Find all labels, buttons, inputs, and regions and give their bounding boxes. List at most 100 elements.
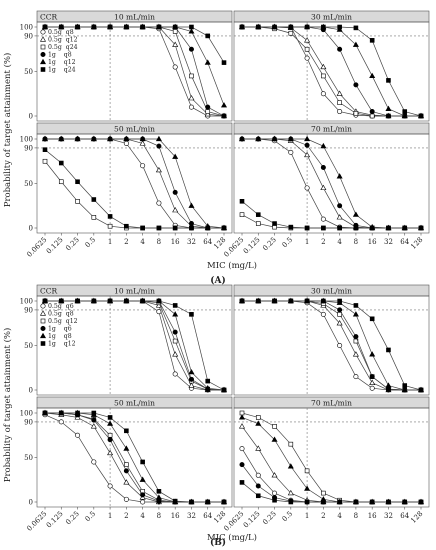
data-point	[321, 298, 326, 304]
data-point	[123, 140, 129, 146]
data-point	[107, 24, 113, 30]
series-line	[241, 412, 421, 503]
data-point	[205, 104, 211, 110]
x-axis-title-panel-a: MIC (mg/L)	[207, 260, 257, 271]
data-point	[172, 329, 178, 335]
plot-frame	[36, 133, 233, 234]
series-line	[45, 26, 225, 63]
y-tick-label: 0	[29, 113, 33, 121]
data-point	[239, 462, 245, 468]
data-point	[91, 24, 97, 30]
data-point	[288, 441, 294, 447]
x-tick-label: 32	[187, 238, 196, 246]
data-point	[239, 480, 245, 485]
data-point	[221, 225, 227, 231]
data-point	[369, 374, 375, 380]
data-point	[172, 41, 179, 47]
legend-marker	[40, 303, 46, 309]
series-line	[45, 300, 225, 391]
data-point	[172, 338, 178, 344]
data-point	[337, 499, 342, 505]
data-point	[239, 199, 245, 204]
series-line	[45, 138, 224, 229]
data-point	[353, 225, 359, 231]
data-point	[304, 24, 310, 30]
data-point	[418, 113, 424, 119]
data-point	[304, 135, 311, 142]
series-line	[45, 138, 225, 229]
data-point	[401, 386, 408, 393]
data-point	[75, 298, 80, 304]
data-point	[58, 179, 64, 185]
data-point	[386, 78, 391, 83]
data-point	[353, 303, 359, 308]
data-point	[189, 24, 194, 30]
x-tick-label: 64	[400, 512, 409, 520]
data-point	[304, 185, 310, 191]
plot-frame	[233, 133, 430, 234]
data-point	[304, 46, 310, 52]
legend-label: 1g q6	[48, 326, 72, 333]
data-point	[337, 203, 343, 209]
panel-label: (B)	[210, 537, 226, 548]
data-point	[156, 200, 162, 206]
data-point	[418, 225, 424, 231]
y-tick-label: 50	[24, 68, 33, 76]
plot-frame	[233, 407, 430, 508]
data-point	[320, 184, 327, 191]
series-line	[44, 161, 224, 229]
data-point	[337, 100, 342, 105]
data-point	[336, 173, 343, 179]
legend-marker	[39, 58, 47, 65]
x-tick-label: 4	[337, 238, 342, 246]
data-point	[172, 351, 179, 357]
data-point	[156, 298, 162, 304]
data-point	[337, 312, 342, 317]
data-point	[385, 382, 392, 388]
legend-marker	[40, 325, 46, 331]
legend-label: 0.5g q8	[48, 29, 74, 36]
data-point	[140, 163, 146, 169]
data-point	[140, 24, 145, 30]
data-point	[369, 72, 376, 79]
data-point	[189, 312, 194, 317]
data-point	[91, 215, 97, 220]
data-point	[107, 135, 114, 142]
data-point	[353, 334, 359, 340]
data-point	[58, 160, 64, 166]
x-tick-label: 64	[203, 512, 212, 520]
data-point	[140, 225, 145, 231]
data-point	[172, 303, 178, 308]
data-point	[369, 38, 375, 43]
data-point	[369, 351, 376, 357]
x-tick-label: 32	[384, 512, 393, 520]
x-tick-label: 2	[321, 512, 325, 520]
data-point	[255, 445, 262, 451]
x-tick-label: 1	[108, 512, 112, 520]
x-tick-label: 1	[108, 238, 112, 246]
y-tick-label: 100	[20, 298, 33, 306]
legend-marker	[39, 332, 47, 339]
legend-label: 1g q8	[48, 52, 72, 59]
data-point	[369, 113, 375, 119]
data-point	[288, 149, 294, 155]
data-point	[204, 385, 211, 391]
legend-label: 0.5g q24	[48, 44, 78, 51]
series-line	[44, 412, 224, 503]
legend-label: 1g q12	[48, 341, 76, 348]
y-axis-title-panel-a: Probability of target attainment (%)	[2, 53, 13, 208]
data-point	[124, 223, 129, 229]
x-tick-label: 0.25	[64, 236, 81, 253]
x-tick-label: 8	[354, 238, 358, 246]
data-point	[271, 472, 278, 478]
data-point	[353, 82, 359, 88]
data-point	[337, 298, 342, 304]
data-point	[172, 311, 179, 317]
data-point	[140, 298, 145, 304]
data-point	[287, 135, 294, 142]
x-tick-label: 8	[354, 512, 358, 520]
data-point	[337, 307, 343, 313]
data-point	[107, 449, 114, 456]
